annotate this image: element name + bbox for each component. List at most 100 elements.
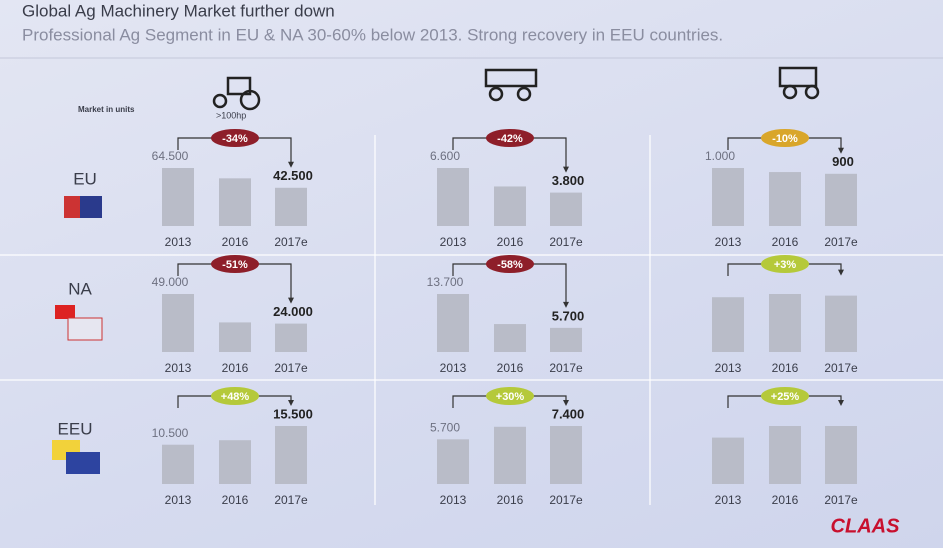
value-label: 900 [832, 154, 854, 169]
change-badge [761, 387, 809, 405]
icons [212, 66, 820, 111]
value-label: 7.400 [552, 406, 585, 421]
x-tick-label: 2013 [440, 235, 467, 249]
bar [275, 187, 307, 226]
value-label: 5.700 [552, 308, 585, 323]
x-tick-label: 2017e [824, 493, 858, 507]
change-badge [211, 387, 259, 405]
value-label: 1.000 [705, 149, 735, 163]
x-tick-label: 2016 [497, 493, 524, 507]
x-tick-label: 2016 [772, 235, 799, 249]
value-label: 15.500 [273, 406, 313, 421]
bar [712, 297, 744, 352]
change-label: +30% [496, 391, 525, 403]
bar [769, 426, 801, 484]
x-tick-label: 2013 [165, 361, 192, 375]
x-tick-label: 2017e [274, 235, 308, 249]
value-label: 3.800 [552, 173, 585, 188]
change-label: +25% [771, 391, 800, 403]
x-tick-label: 2017e [274, 493, 308, 507]
bar [494, 426, 526, 484]
bar [162, 168, 194, 226]
change-badge [761, 129, 809, 147]
bar [275, 426, 307, 484]
x-tick-label: 2013 [440, 493, 467, 507]
change-arrow [288, 161, 294, 168]
bar [769, 172, 801, 226]
change-badge [211, 255, 259, 273]
row-label: EU [73, 169, 97, 188]
bar [275, 323, 307, 352]
change-label: -10% [772, 133, 798, 145]
value-label: 5.700 [430, 420, 460, 434]
x-tick-label: 2017e [549, 361, 583, 375]
logo: CLAAS [831, 515, 901, 537]
bar [712, 437, 744, 484]
bar [219, 440, 251, 484]
change-badge [486, 387, 534, 405]
change-arrow [288, 297, 294, 304]
change-arrow [563, 166, 569, 173]
bar [825, 173, 857, 226]
change-arrow [563, 301, 569, 308]
x-tick-label: 2016 [222, 361, 249, 375]
bar [769, 294, 801, 352]
bar [825, 426, 857, 484]
tractor-note: >100hp [216, 110, 246, 120]
x-tick-label: 2017e [549, 493, 583, 507]
change-arrow [563, 400, 569, 406]
bar [550, 192, 582, 226]
change-label: -42% [497, 133, 523, 145]
bar [550, 426, 582, 484]
bar [219, 178, 251, 226]
x-tick-label: 2016 [772, 493, 799, 507]
bar [437, 294, 469, 352]
change-label: -34% [222, 133, 248, 145]
value-label: 13.700 [427, 275, 464, 289]
bar [494, 324, 526, 352]
change-label: -58% [497, 259, 523, 271]
x-tick-label: 2017e [549, 235, 583, 249]
value-label: 6.600 [430, 149, 460, 163]
bar [437, 168, 469, 226]
value-label: 24.000 [273, 304, 313, 319]
change-arrow [838, 147, 844, 154]
x-tick-label: 2013 [165, 493, 192, 507]
bar [219, 322, 251, 352]
change-label: +48% [221, 391, 250, 403]
value-label: 42.500 [273, 168, 313, 183]
x-tick-label: 2016 [222, 235, 249, 249]
x-tick-label: 2016 [497, 235, 524, 249]
value-label: 49.000 [152, 275, 189, 289]
bar [162, 444, 194, 484]
x-tick-label: 2013 [440, 361, 467, 375]
x-tick-label: 2017e [274, 361, 308, 375]
x-tick-label: 2017e [824, 235, 858, 249]
market-note: Market in units [78, 105, 135, 114]
value-label: 10.500 [152, 426, 189, 440]
row-label: NA [68, 279, 92, 298]
change-label: +3% [774, 259, 797, 271]
bar [437, 439, 469, 484]
x-tick-label: 2013 [715, 361, 742, 375]
slide-subtitle: Professional Ag Segment in EU & NA 30-60… [22, 25, 723, 44]
bar [550, 327, 582, 352]
change-badge [486, 129, 534, 147]
change-label: -51% [222, 259, 248, 271]
change-badge [761, 255, 809, 273]
row-label: EEU [58, 419, 93, 438]
bar [712, 168, 744, 226]
x-tick-label: 2016 [497, 361, 524, 375]
x-tick-label: 2016 [772, 361, 799, 375]
flags [52, 196, 103, 474]
bar [825, 295, 857, 352]
x-tick-label: 2013 [715, 493, 742, 507]
x-tick-label: 2013 [715, 235, 742, 249]
x-tick-label: 2017e [824, 361, 858, 375]
x-tick-label: 2016 [222, 493, 249, 507]
bar [162, 294, 194, 352]
change-arrow [838, 269, 844, 276]
bar [494, 186, 526, 226]
change-badge [486, 255, 534, 273]
